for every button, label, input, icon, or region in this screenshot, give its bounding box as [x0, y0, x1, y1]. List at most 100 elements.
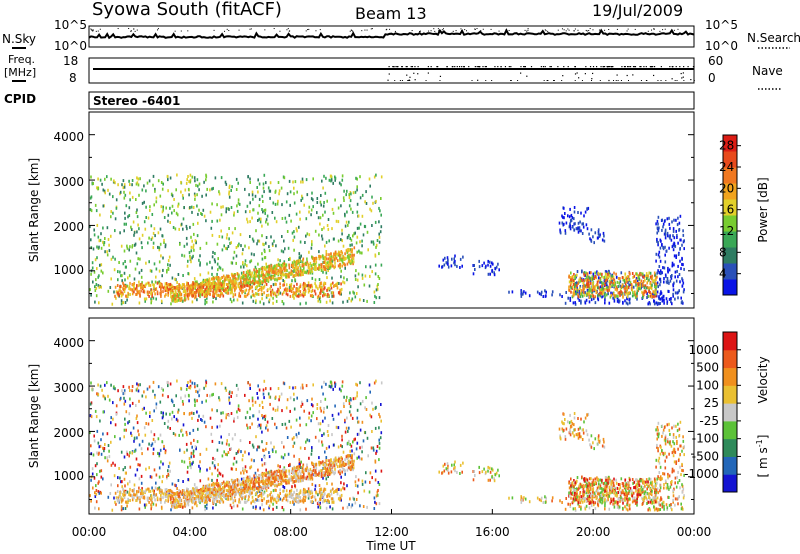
power-cell	[638, 277, 641, 281]
power-cell	[176, 213, 179, 217]
noise-search-point	[651, 29, 653, 31]
nave-point	[471, 80, 473, 81]
velocity-cell	[114, 387, 116, 391]
velocity-cell	[268, 451, 270, 455]
velocity-cell	[263, 449, 265, 453]
power-cell	[103, 243, 105, 247]
power-cell	[306, 284, 309, 288]
power-cell	[369, 274, 371, 278]
power-cell	[177, 273, 180, 276]
power-cell	[551, 290, 554, 294]
velocity-cell	[322, 410, 325, 414]
power-cell	[107, 238, 110, 241]
power-cell	[168, 283, 170, 286]
power-cell	[299, 290, 302, 294]
power-cell	[576, 273, 578, 277]
nave-point	[407, 80, 409, 81]
noise-search-point	[174, 30, 176, 32]
nave-point	[427, 72, 429, 74]
power-cell	[255, 280, 257, 283]
velocity-cell	[114, 463, 116, 467]
velocity-cell	[190, 466, 192, 470]
power-cell	[210, 277, 213, 281]
power-cell	[372, 201, 374, 205]
velocity-cell	[226, 453, 228, 457]
power-cell	[103, 241, 106, 244]
nave-point	[627, 80, 629, 81]
velocity-cell	[92, 486, 94, 490]
power-cell	[613, 271, 615, 275]
power-cell	[243, 294, 246, 298]
power-colorbar-tick-label: 4	[719, 267, 727, 281]
power-cell	[191, 283, 194, 287]
power-cell	[597, 230, 600, 233]
power-cell	[183, 298, 186, 302]
velocity-cell	[270, 480, 273, 484]
nave-point	[613, 80, 615, 81]
power-cell	[204, 279, 206, 283]
power-cell	[574, 301, 576, 305]
power-cell	[98, 245, 100, 249]
power-cell	[344, 256, 346, 260]
power-cell	[474, 268, 476, 271]
velocity-cell	[371, 476, 373, 480]
power-cell	[615, 272, 617, 276]
power-cell	[675, 254, 678, 258]
velocity-cell	[126, 452, 129, 456]
power-cell	[670, 300, 672, 304]
velocity-cell	[354, 437, 356, 441]
velocity-cell	[257, 468, 259, 472]
power-cell	[184, 293, 187, 297]
cpid-panel-frame	[88, 91, 695, 110]
power-cell	[239, 294, 242, 298]
power-cell	[349, 248, 351, 252]
power-cell	[340, 292, 342, 296]
power-cell	[183, 254, 186, 258]
power-cell	[302, 180, 304, 184]
power-cell	[327, 227, 330, 231]
power-cell	[289, 283, 291, 287]
noise-search-point	[577, 29, 579, 31]
velocity-cell	[359, 446, 361, 450]
power-cell	[163, 238, 165, 242]
power-cell	[660, 290, 662, 294]
power-colorbar-tick-label: 8	[719, 245, 727, 259]
power-cell	[590, 281, 592, 285]
power-cell	[584, 301, 587, 305]
velocity-cell	[249, 466, 251, 470]
power-cell	[154, 280, 157, 284]
velocity-cell	[141, 394, 144, 398]
power-cell	[216, 242, 219, 246]
power-cell	[275, 220, 278, 224]
power-cell	[196, 178, 199, 182]
nave-point	[592, 66, 595, 68]
power-cell	[267, 279, 270, 283]
power-cell	[626, 279, 628, 283]
power-cell	[173, 209, 175, 213]
velocity-cell	[344, 418, 346, 422]
power-cell	[341, 251, 343, 255]
nave-point	[454, 66, 456, 68]
power-cell	[572, 225, 574, 229]
power-cell	[341, 228, 343, 232]
power-cell	[299, 285, 301, 289]
velocity-cell	[211, 461, 214, 465]
power-cell	[585, 279, 588, 282]
power-cell	[658, 250, 661, 254]
velocity-cell	[91, 388, 94, 392]
velocity-cell	[108, 449, 110, 453]
power-cell	[258, 272, 260, 275]
velocity-cell	[180, 386, 182, 390]
power-cell	[304, 287, 306, 291]
power-cell	[190, 289, 193, 293]
power-cell	[199, 263, 201, 267]
power-cell	[153, 203, 155, 207]
power-cell	[284, 216, 287, 220]
power-cell	[628, 298, 630, 302]
power-cell	[275, 244, 277, 248]
power-cell	[221, 248, 224, 252]
power-cell	[318, 267, 320, 271]
power-cell	[379, 230, 382, 234]
power-cell	[250, 285, 253, 289]
power-cell	[318, 284, 321, 288]
